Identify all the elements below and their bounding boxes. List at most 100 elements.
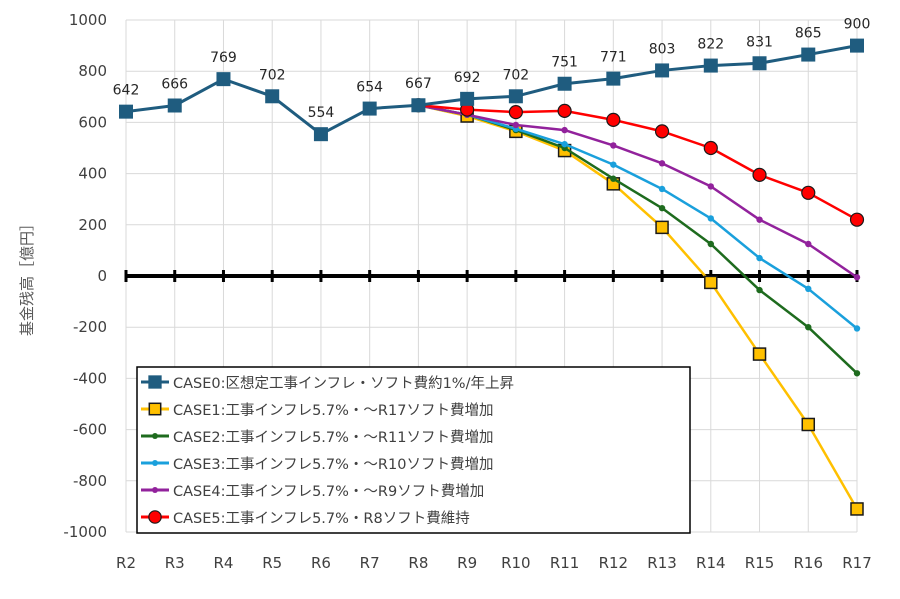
marker-circle: [801, 185, 816, 200]
data-label: 751: [551, 55, 578, 71]
x-tick-label: R12: [599, 554, 629, 572]
marker-square: [216, 72, 231, 87]
legend-item: CASE2:工事インフレ5.7%・～R11ソフト費増加: [141, 429, 493, 446]
data-label: 666: [161, 77, 188, 93]
marker-circle: [508, 105, 523, 120]
data-label: 692: [454, 70, 481, 86]
x-tick-label: R4: [213, 554, 233, 572]
x-tick-label: R8: [408, 554, 428, 572]
legend-label: CASE4:工事インフレ5.7%・～R9ソフト費増加: [173, 483, 484, 500]
marker-dot: [756, 216, 763, 223]
y-tick-label: 600: [78, 113, 107, 131]
marker-circle: [849, 212, 865, 227]
series-line: [418, 104, 858, 279]
marker-circle: [606, 112, 621, 127]
marker-dot: [512, 121, 520, 129]
marker-square: [850, 502, 864, 516]
data-label: 822: [697, 37, 724, 53]
y-axis-label: 基金残高［億円］: [18, 216, 36, 336]
series-4: [415, 102, 861, 281]
x-tick-label: R7: [360, 554, 380, 572]
legend-item: CASE5:工事インフレ5.7%・R8ソフト費維持: [141, 510, 470, 527]
marker-dot: [853, 325, 861, 332]
legend-label: CASE0:区想定工事インフレ・ソフト費約1%/年上昇: [173, 375, 514, 392]
marker-square: [460, 91, 475, 106]
data-label: 865: [795, 26, 822, 42]
data-label: 831: [746, 34, 773, 50]
marker-square: [167, 98, 182, 113]
x-tick-label: R13: [647, 554, 677, 572]
x-tick-label: R16: [794, 554, 824, 572]
x-tick-label: R11: [550, 554, 580, 572]
legend-item: CASE4:工事インフレ5.7%・～R9ソフト費増加: [141, 483, 484, 500]
marker-dot: [658, 204, 666, 212]
legend-label: CASE1:工事インフレ5.7%・～R17ソフト費増加: [173, 402, 493, 419]
marker-square: [655, 220, 669, 235]
legend-box: [136, 366, 691, 534]
x-tick-label: R15: [745, 554, 775, 572]
data-label: 654: [356, 80, 383, 96]
data-label: 702: [259, 67, 286, 83]
marker-square: [119, 104, 133, 119]
series-2: [415, 102, 861, 377]
marker-dot: [853, 370, 861, 377]
marker-dot: [756, 254, 763, 262]
y-tick-label: 200: [78, 216, 107, 234]
data-label: 769: [210, 50, 237, 66]
x-tick-label: R5: [262, 554, 282, 572]
data-label: 803: [649, 41, 676, 57]
x-tick-label: R9: [457, 554, 477, 572]
marker-square: [148, 375, 162, 389]
x-tick-label: R6: [311, 554, 331, 572]
y-tick-label: 400: [78, 165, 107, 183]
legend-item: CASE0:区想定工事インフレ・ソフト費約1%/年上昇: [141, 375, 514, 392]
marker-circle: [654, 124, 670, 139]
marker-square: [148, 402, 162, 416]
legend-item: CASE1:工事インフレ5.7%・～R17ソフト費増加: [141, 402, 493, 419]
y-tick-label: -600: [73, 421, 107, 439]
marker-dot: [707, 240, 714, 248]
x-tick-label: R2: [116, 554, 136, 572]
marker-dot: [805, 240, 812, 248]
x-tick-label: R17: [842, 554, 872, 572]
marker-dot: [756, 286, 763, 294]
marker-dot: [658, 185, 666, 193]
marker-square: [752, 56, 767, 71]
marker-square: [411, 98, 426, 113]
x-axis: R2 R3 R4 R5 R6 R7 R8 R9 R10 R11 R12 R13 R14 R15 R16 R17: [116, 554, 872, 572]
marker-square: [704, 275, 718, 290]
marker-dot: [805, 285, 812, 292]
series-line: [418, 104, 858, 330]
x-tick-label: R10: [501, 554, 531, 572]
marker-square: [752, 347, 767, 361]
marker-dot: [151, 432, 159, 440]
y-tick-label: 800: [78, 62, 107, 80]
marker-dot: [561, 126, 568, 134]
y-tick-label: 0: [97, 267, 107, 285]
marker-square: [362, 101, 377, 116]
marker-dot: [707, 215, 714, 222]
marker-circle: [557, 103, 572, 118]
data-label: 667: [405, 76, 432, 92]
series-layer: [119, 38, 865, 516]
data-label: 702: [502, 67, 529, 83]
series-line: [125, 44, 858, 136]
marker-dot: [707, 183, 714, 190]
series-5: [411, 98, 865, 227]
marker-dot: [151, 459, 159, 467]
legend-label: CASE2:工事インフレ5.7%・～R11ソフト費増加: [173, 429, 493, 446]
y-tick-label: -400: [73, 369, 107, 387]
legend-label: CASE3:工事インフレ5.7%・～R10ソフト費増加: [173, 456, 493, 473]
data-label: 642: [113, 83, 140, 99]
marker-circle: [148, 510, 162, 524]
marker-square: [703, 58, 718, 73]
marker-square: [801, 47, 816, 62]
marker-square: [801, 417, 816, 432]
marker-square: [850, 38, 864, 53]
series-line: [418, 104, 858, 221]
data-labels: 642 666 769 702 554 654 667 692 702 751 771 803 822 8…: [113, 17, 871, 122]
y-axis: 1000 800 600 400 200 0 -200 -400 -600 -800 -1000: [63, 11, 107, 541]
marker-dot: [151, 486, 159, 494]
marker-square: [313, 127, 328, 142]
